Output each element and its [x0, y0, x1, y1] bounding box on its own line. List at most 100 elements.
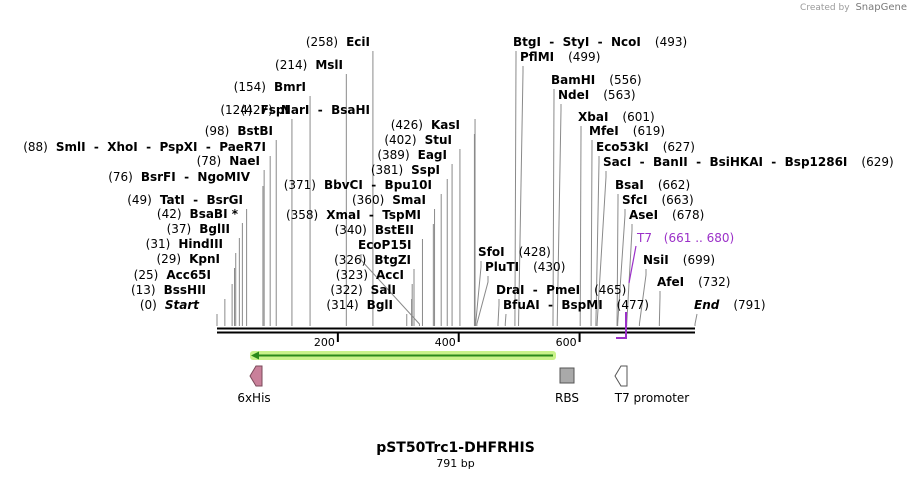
site-position: (430) [533, 260, 566, 274]
site-label: EcoP15I [358, 238, 412, 252]
site-name-separator: - [631, 155, 654, 169]
plasmid-size: 791 bp [436, 457, 475, 470]
site-label: BfuAI - BspMI (477) [503, 298, 649, 312]
enzyme-name: MfeI [589, 124, 619, 138]
site-position: (88) [23, 140, 48, 154]
site-position: (13) [130, 283, 156, 297]
site-label: (381) SspI [371, 163, 440, 177]
site-position: (0) [139, 298, 157, 312]
enzyme-name: NcoI [611, 35, 641, 49]
site-position: (78) [196, 154, 222, 168]
site-position: (358) [285, 208, 319, 222]
site-position: (25) [133, 268, 159, 282]
site-position: (493) [654, 35, 688, 49]
enzyme-name: BmrI [273, 80, 306, 94]
site-position: (427) [240, 103, 273, 117]
enzyme-name: BsaHI [331, 103, 370, 117]
site-leader-line [360, 254, 420, 326]
site-position: (619) [632, 124, 666, 138]
enzyme-name: BspMI [561, 298, 603, 312]
site-leader-line [514, 51, 517, 326]
enzyme-name: MslI [315, 58, 343, 72]
enzyme-name: NdeI [558, 88, 590, 102]
orf-arrow [250, 351, 556, 360]
site-position: (360) [352, 193, 385, 207]
site-leader-lines [216, 51, 698, 326]
enzyme-name: EagI [417, 148, 447, 162]
site-position: (98) [204, 124, 230, 138]
site-name-separator: - [137, 140, 160, 154]
site-position: (732) [698, 275, 731, 289]
site-label: End (791) [694, 298, 766, 312]
enzyme-name: BbvCI [324, 178, 363, 192]
site-leader-line [694, 313, 698, 326]
t7-primer-marker [616, 245, 637, 339]
enzyme-name: PluTI [485, 260, 520, 274]
site-label: DraI - PmeI (465) [496, 283, 626, 297]
site-label: (358) XmaI - TspMI [286, 208, 421, 222]
site-leader-line [638, 269, 647, 326]
site-label: (371) BbvCI - Bpu10I [284, 178, 432, 192]
enzyme-name: BstBI [237, 124, 273, 138]
enzyme-name: EcoP15I [358, 238, 412, 252]
t7-promoter-arrow-icon [614, 365, 628, 387]
6xhis-arrow-icon [249, 365, 263, 387]
site-label: (88) SmlI - XhoI - PspXI - PaeR7I [23, 140, 266, 154]
site-leader-line [552, 89, 555, 326]
enzyme-name: PaeR7I [219, 140, 266, 154]
site-label: XbaI (601) [578, 110, 655, 124]
axis-tick-label: 600 [556, 336, 577, 349]
site-label: SfoI (428) [478, 245, 551, 259]
primer-name: T7 [637, 231, 652, 245]
site-label: (76) BsrFI - NgoMIV [108, 170, 250, 184]
enzyme-name: TspMI [382, 208, 421, 222]
enzyme-name: Start [164, 298, 199, 312]
site-label: (0) Start [140, 298, 199, 312]
enzyme-name: BsaBI * [189, 207, 238, 221]
site-label: (31) HindIII [146, 237, 223, 251]
site-name-separator: - [360, 208, 383, 222]
site-position: (428) [518, 245, 551, 259]
enzyme-name: XmaI [326, 208, 361, 222]
enzyme-name: Eco53kI [596, 140, 649, 154]
site-name-separator: - [309, 103, 332, 117]
site-leader-line [596, 171, 607, 326]
site-position: (49) [127, 193, 152, 207]
site-position: (791) [733, 298, 766, 312]
enzyme-name: BglII [199, 222, 230, 236]
enzyme-name: BsrGI [206, 193, 243, 207]
site-label: NsiI (699) [643, 253, 715, 267]
site-label: (25) Acc65I [134, 268, 211, 282]
enzyme-name: SmlI [55, 140, 86, 154]
site-label: (49) TatI - BsrGI [127, 193, 243, 207]
site-position: (601) [622, 110, 655, 124]
site-label: (322) SalI [330, 283, 396, 297]
site-label: (426) KasI [391, 118, 460, 132]
site-position: (663) [661, 193, 694, 207]
site-name-separator: - [85, 140, 108, 154]
site-position: (629) [861, 155, 894, 169]
enzyme-name: EciI [346, 35, 370, 49]
site-position: (322) [330, 283, 363, 297]
site-position: (314) [326, 298, 359, 312]
site-label: (124) FspI [220, 103, 289, 117]
site-position: (29) [156, 252, 182, 266]
site-leader-line [617, 209, 626, 326]
enzyme-name: AfeI [657, 275, 685, 289]
site-leader-line [518, 66, 524, 326]
dna-backbone [217, 327, 695, 334]
site-position: (556) [609, 73, 642, 87]
site-label: Eco53kI (627) [596, 140, 695, 154]
enzyme-name: SacI [603, 155, 632, 169]
enzyme-name: BglI [366, 298, 393, 312]
site-position: (381) [370, 163, 404, 177]
site-label: (42) BsaBI * [157, 207, 238, 221]
enzyme-name: Bsp1286I [784, 155, 848, 169]
enzyme-name: SspI [411, 163, 440, 177]
site-label: (314) BglI [326, 298, 393, 312]
enzyme-name: BfuAI [503, 298, 540, 312]
site-leader-line [616, 194, 619, 326]
enzyme-name: BtgZI [374, 253, 411, 267]
enzyme-name: StuI [424, 133, 452, 147]
